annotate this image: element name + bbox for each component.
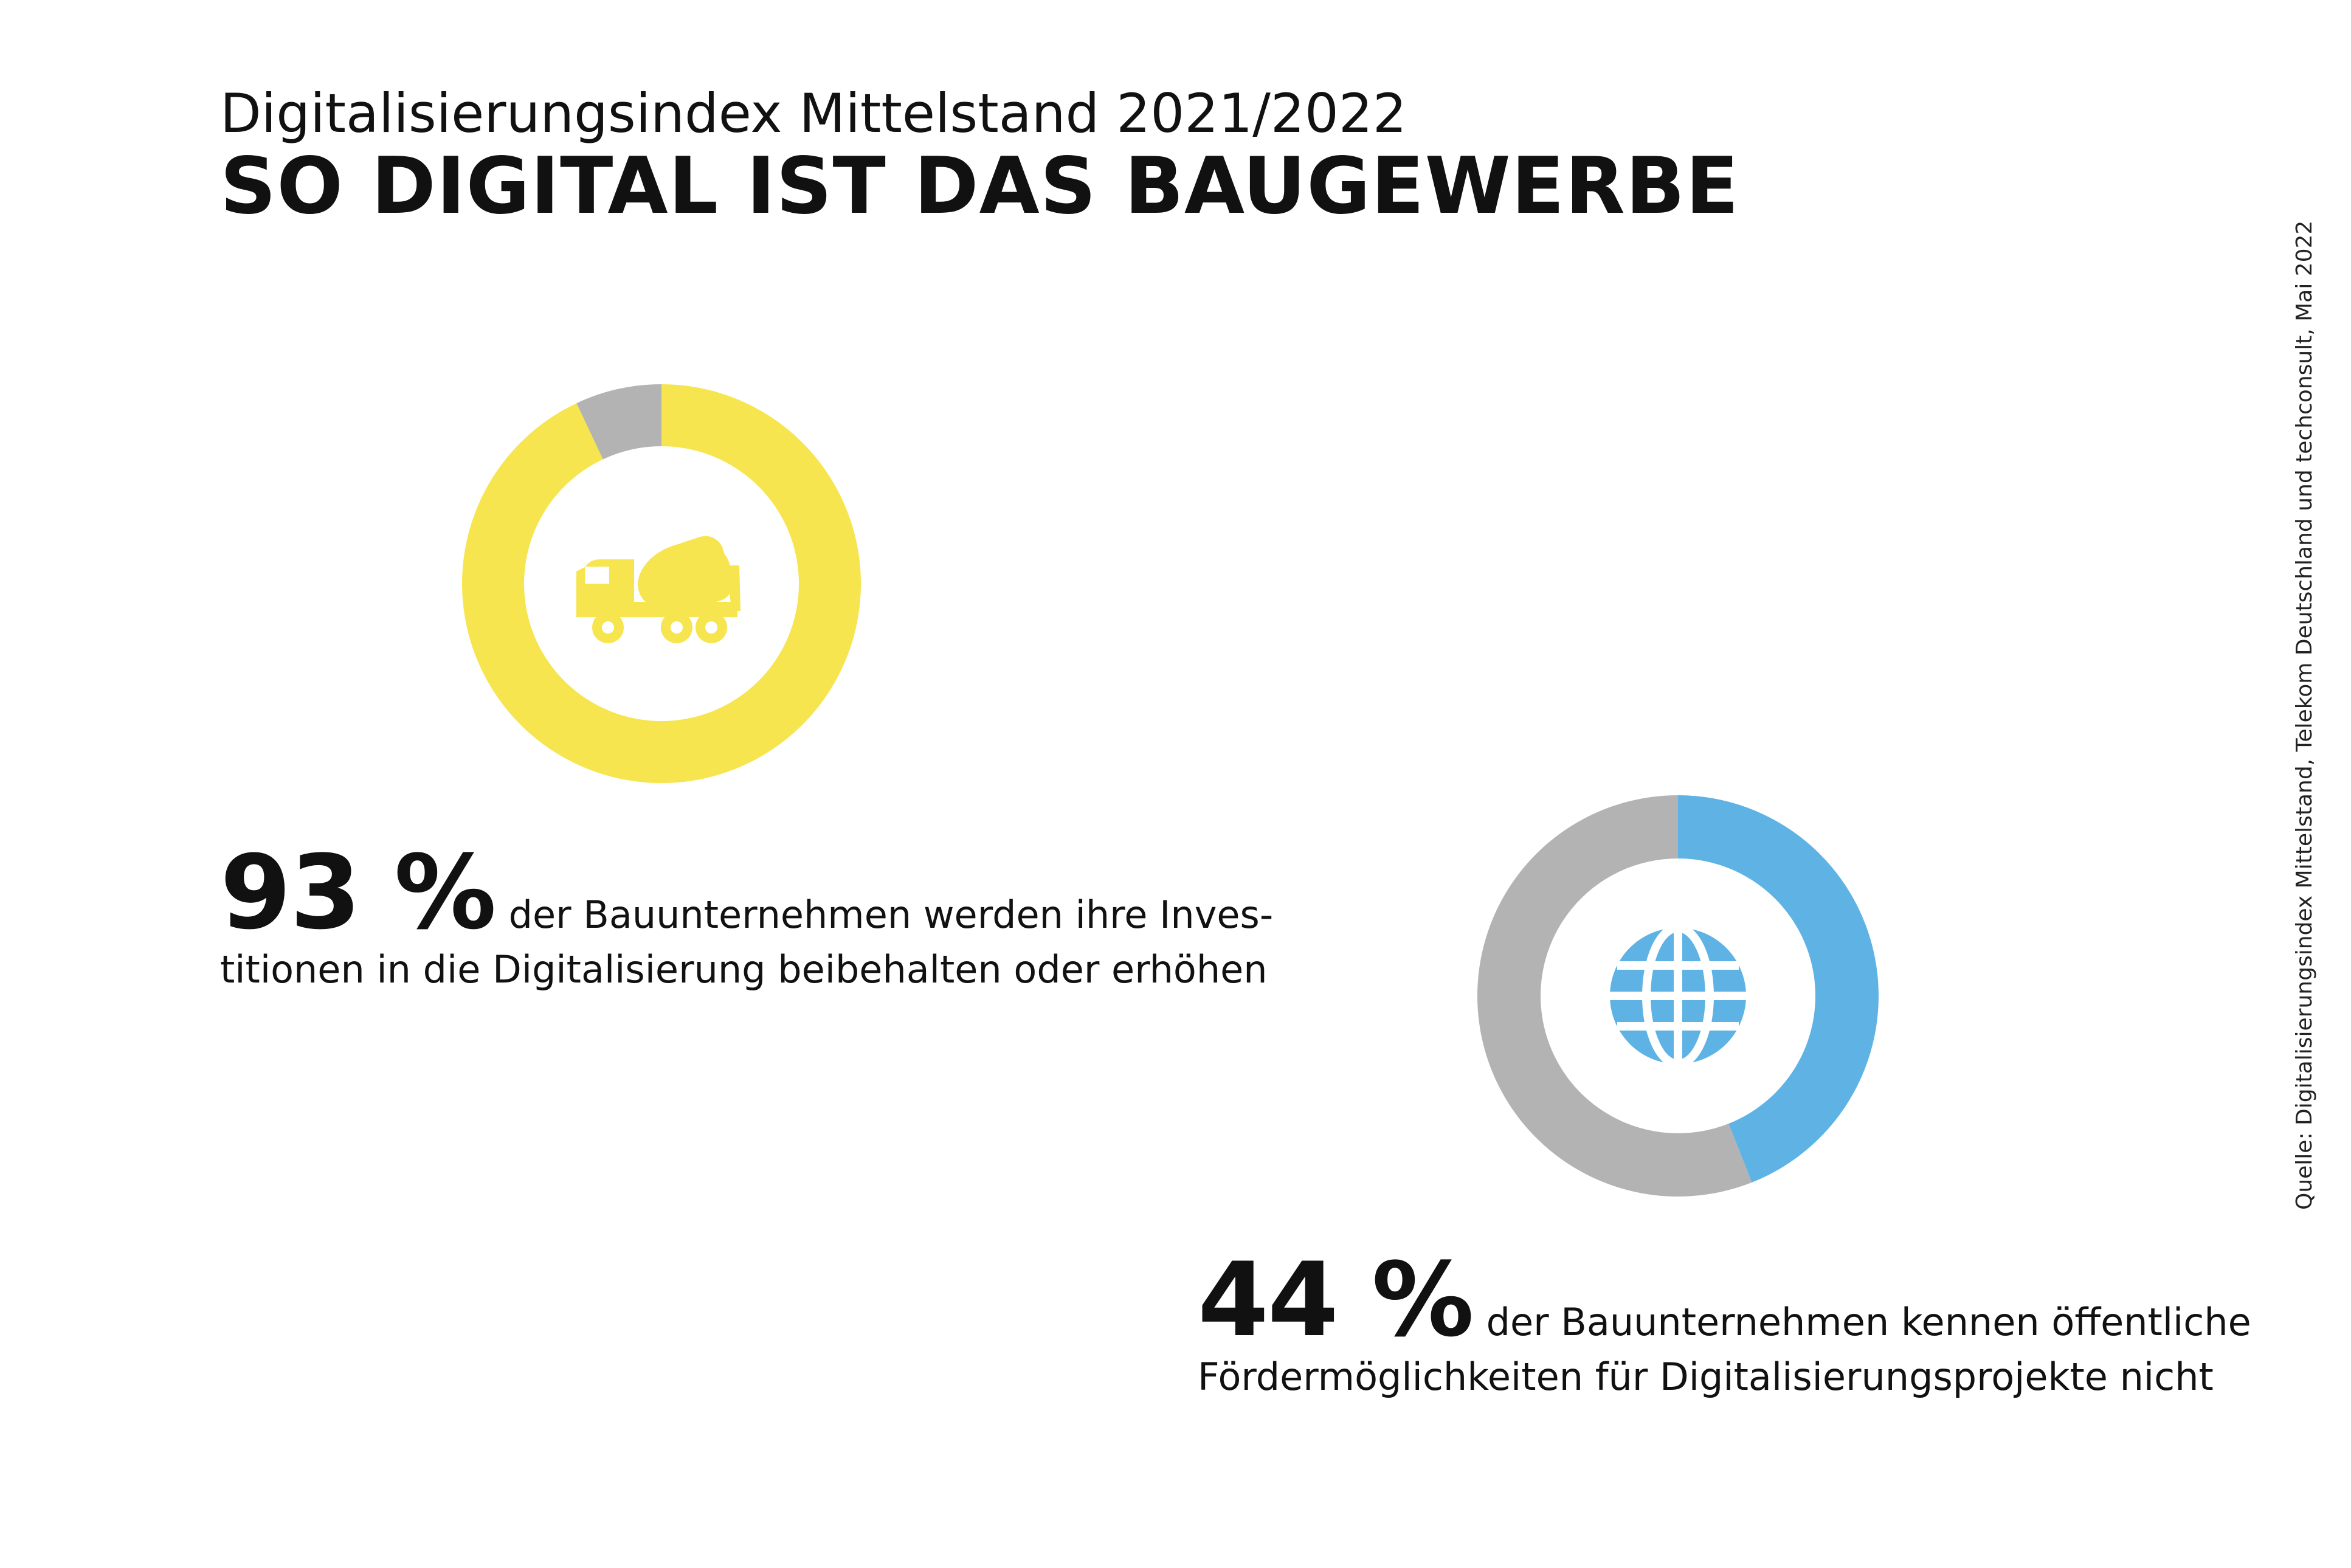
stat-text-line2: Fördermöglichkeiten für Digitalisierungs… — [1198, 1355, 2214, 1399]
chart-subtitle: Digitalisierungsindex Mittelstand 2021/2… — [220, 82, 1407, 145]
donut-chart-funding — [1477, 795, 1879, 1197]
stat-funding: 44 % der Bauunternehmen kennen öffentlic… — [1198, 1240, 2251, 1399]
chart-title: SO DIGITAL IST DAS BAUGEWERBE — [220, 141, 1739, 232]
stat-text-line2: titionen in die Digitalisierung beibehal… — [220, 947, 1268, 992]
globe-icon — [1610, 924, 1746, 1068]
donut-slice-0 — [462, 384, 861, 783]
stat-investments: 93 % der Bauunternehmen werden ihre Inve… — [220, 833, 1273, 992]
donut-slice-1 — [576, 384, 661, 460]
stat-value: 44 % — [1198, 1240, 1474, 1359]
stat-value: 93 % — [220, 833, 497, 952]
donut-slice-0 — [1678, 795, 1879, 1183]
concrete-mixer-truck-icon — [576, 536, 741, 643]
source-note: Quelle: Digitalisierungsindex Mittelstan… — [2292, 220, 2317, 1210]
donut-chart-investments — [462, 384, 861, 783]
stat-text-line1: der Bauunternehmen kennen öffentliche — [1486, 1300, 2251, 1344]
stat-text-line1: der Bauunternehmen werden ihre Inves- — [508, 893, 1274, 937]
donut-slice-1 — [1477, 795, 1752, 1197]
